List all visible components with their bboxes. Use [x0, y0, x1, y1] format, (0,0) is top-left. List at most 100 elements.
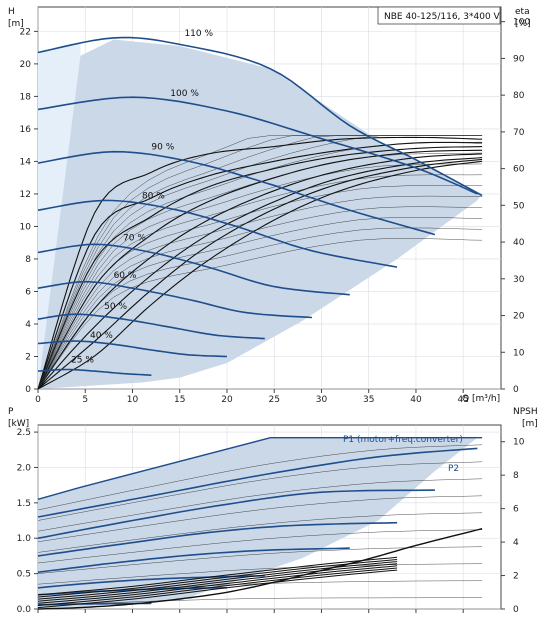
- power-y-tick-label: 1.0: [17, 534, 32, 544]
- y2-tick-label: 50: [513, 201, 525, 211]
- x-axis-title-q: Q: [462, 394, 469, 404]
- efficiency-curve: [37, 160, 483, 390]
- speed-label: 40 %: [90, 331, 113, 341]
- y2-axis-title-npsh: NPSH: [513, 407, 538, 417]
- power-y-tick-label: 0.5: [17, 570, 31, 580]
- head-curve: [37, 280, 313, 319]
- power-fan-line: [37, 444, 483, 511]
- y2-tick-label: 90: [513, 54, 525, 64]
- efficiency-fan-line: [37, 185, 483, 390]
- y-tick-label: 8: [25, 255, 31, 265]
- power-fan-line: [37, 597, 483, 606]
- x-tick-label: 15: [174, 395, 185, 405]
- x-tick-label: 25: [268, 395, 279, 405]
- x-tick-label: 10: [127, 395, 139, 405]
- y2-tick-label: 10: [513, 348, 525, 358]
- efficiency-fan-line: [37, 135, 483, 390]
- power-low-curve: [37, 567, 398, 606]
- head-envelope-light: [38, 42, 81, 390]
- power-low-curve: [37, 569, 398, 609]
- y-tick-label: 16: [20, 125, 32, 135]
- annotation-p2: P2: [448, 464, 459, 474]
- y2-tick-label: 40: [513, 238, 525, 248]
- power-y-tick-label: 2.5: [17, 428, 31, 438]
- power-curve: [37, 521, 398, 557]
- head-curve: [37, 150, 436, 236]
- y-tick-label: 20: [20, 60, 32, 70]
- head-axes: 0 5 10 15 20 25 30 35 40 45 0 2 4 6 8 10 12 14 16 18 20 22 0 10…: [20, 18, 531, 405]
- efficiency-fan-line: [37, 217, 483, 390]
- power-low-curve: [37, 561, 398, 600]
- y-tick-label: 10: [20, 222, 32, 232]
- speed-label: 90 %: [151, 143, 174, 153]
- x-tick-label: 5: [82, 395, 88, 405]
- y-tick-label: 14: [20, 157, 32, 167]
- y-tick-label: 4: [25, 320, 31, 330]
- power-low-curve: [37, 556, 398, 596]
- efficiency-fan-line: [37, 227, 483, 390]
- speed-labels: 110 % 100 % 90 % 80 % 70 % 60 % 50 % 40 % 25 %: [71, 29, 213, 366]
- head-envelope: [38, 39, 483, 390]
- y-axis-unit-h: [m]: [8, 19, 24, 29]
- x-tick-label: 40: [410, 395, 422, 405]
- speed-label: 50 %: [104, 302, 127, 312]
- y2-tick-label: 80: [513, 91, 525, 101]
- y-tick-label: 0: [25, 385, 31, 395]
- power-chart: 0.0 0.5 1.0 1.5 2.0 2.5 0 2 4 6 8 10 P [kW] NPSH [m…: [8, 407, 538, 615]
- head-curves: [37, 36, 483, 376]
- y2-tick-label: 20: [513, 312, 525, 322]
- head-curve: [37, 96, 478, 195]
- power-envelope-shade: [38, 437, 483, 609]
- power-axes: 0.0 0.5 1.0 1.5 2.0 2.5 0 2 4 6 8 10: [17, 428, 525, 615]
- power-y-tick-label: 0.0: [17, 605, 32, 615]
- y-axis-title-p: P: [8, 407, 14, 417]
- power-y-tick-label: 1.5: [17, 499, 31, 509]
- x-tick-label: 0: [35, 395, 41, 405]
- power-curve: [37, 587, 227, 596]
- head-chart: 110 % 100 % 90 % 80 % 70 % 60 % 50 % 40 % 25 % 0…: [8, 6, 531, 405]
- power-envelope: [38, 437, 483, 609]
- y-tick-label: 22: [20, 27, 31, 37]
- head-curve: [37, 313, 265, 340]
- x-tick-label: 45: [457, 395, 468, 405]
- power-fan-line: [37, 495, 483, 542]
- npsh-tick-label: 10: [513, 438, 525, 448]
- power-fan-line: [37, 529, 483, 564]
- efficiency-curve: [37, 146, 483, 390]
- power-low-curve: [37, 563, 398, 602]
- head-envelope-shade: [38, 39, 483, 389]
- y-tick-label: 18: [20, 92, 32, 102]
- efficiency-curve: [37, 136, 483, 390]
- npsh-tick-label: 2: [513, 572, 519, 582]
- y2-axis-unit-npsh: [m]: [522, 419, 538, 429]
- efficiency-fan-line: [37, 195, 483, 390]
- efficiency-fan-line: [37, 141, 483, 390]
- npsh-tick-label: 4: [513, 538, 519, 548]
- power-fan-line: [37, 478, 483, 532]
- power-y-tick-label: 2.0: [17, 463, 32, 473]
- y2-tick-label: 30: [513, 275, 525, 285]
- y-tick-label: 6: [25, 287, 31, 297]
- efficiency-curve: [37, 158, 483, 390]
- head-curve: [37, 36, 483, 197]
- speed-label: 70 %: [123, 234, 146, 244]
- x-tick-label: 20: [221, 395, 233, 405]
- power-curve: [37, 547, 350, 573]
- power-curve: [37, 489, 435, 539]
- speed-label: 100 %: [170, 89, 199, 99]
- power-fan-line: [37, 546, 483, 574]
- y-axis-title-h: H: [8, 7, 15, 17]
- efficiency-fan-line: [37, 238, 483, 390]
- y2-tick-label: 70: [513, 128, 525, 138]
- y-tick-label: 12: [20, 190, 31, 200]
- y2-tick-label: 60: [513, 165, 525, 175]
- power-low-curve: [37, 565, 398, 604]
- y2-tick-label: 100: [513, 18, 530, 28]
- speed-label: 25 %: [71, 356, 94, 366]
- head-curve: [37, 340, 228, 358]
- npsh-tick-label: 0: [513, 605, 519, 615]
- power-curve: [37, 447, 478, 518]
- title-box: [377, 6, 501, 25]
- speed-label: 60 %: [114, 271, 137, 281]
